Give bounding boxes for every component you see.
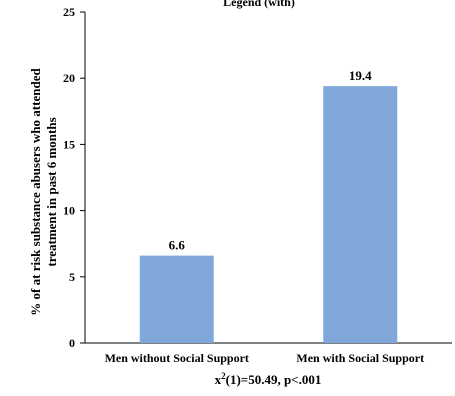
category-label-1: Men without Social Support [105,351,249,365]
bars [139,86,398,344]
x-axis-label-main: x [215,372,222,387]
data-label-2: 19.4 [349,68,372,83]
bar-2 [323,86,398,344]
y-axis-label-line-2: treatment in past 6 months [44,117,59,266]
y-tick-label: 15 [63,137,75,151]
y-tick-label: 25 [63,5,75,19]
y-tick-label: 10 [63,204,75,218]
data-label-1: 6.6 [169,238,186,253]
y-tick-label: 20 [63,71,75,85]
bar-1 [139,255,214,343]
category-labels: Men without Social Support Men with Socia… [105,351,425,365]
y-axis-label: % of at risk substance abusers who atten… [28,68,59,316]
category-label-2: Men with Social Support [296,351,424,365]
chart-title-fragment: Legend (with) [223,0,295,9]
data-labels: 6.6 19.4 [169,68,373,252]
y-tick-label: 5 [69,270,75,284]
y-axis-label-line-1: % of at risk substance abusers who atten… [28,68,43,316]
y-tick-label: 0 [69,336,75,350]
x-axis-label-rest: (1)=50.49, p<.001 [226,372,322,387]
x-axis-label: x2(1)=50.49, p<.001 [215,371,322,387]
y-axis-ticks: 0 5 10 15 20 25 [63,5,85,350]
x-axis-label-superscript: 2 [221,371,226,381]
